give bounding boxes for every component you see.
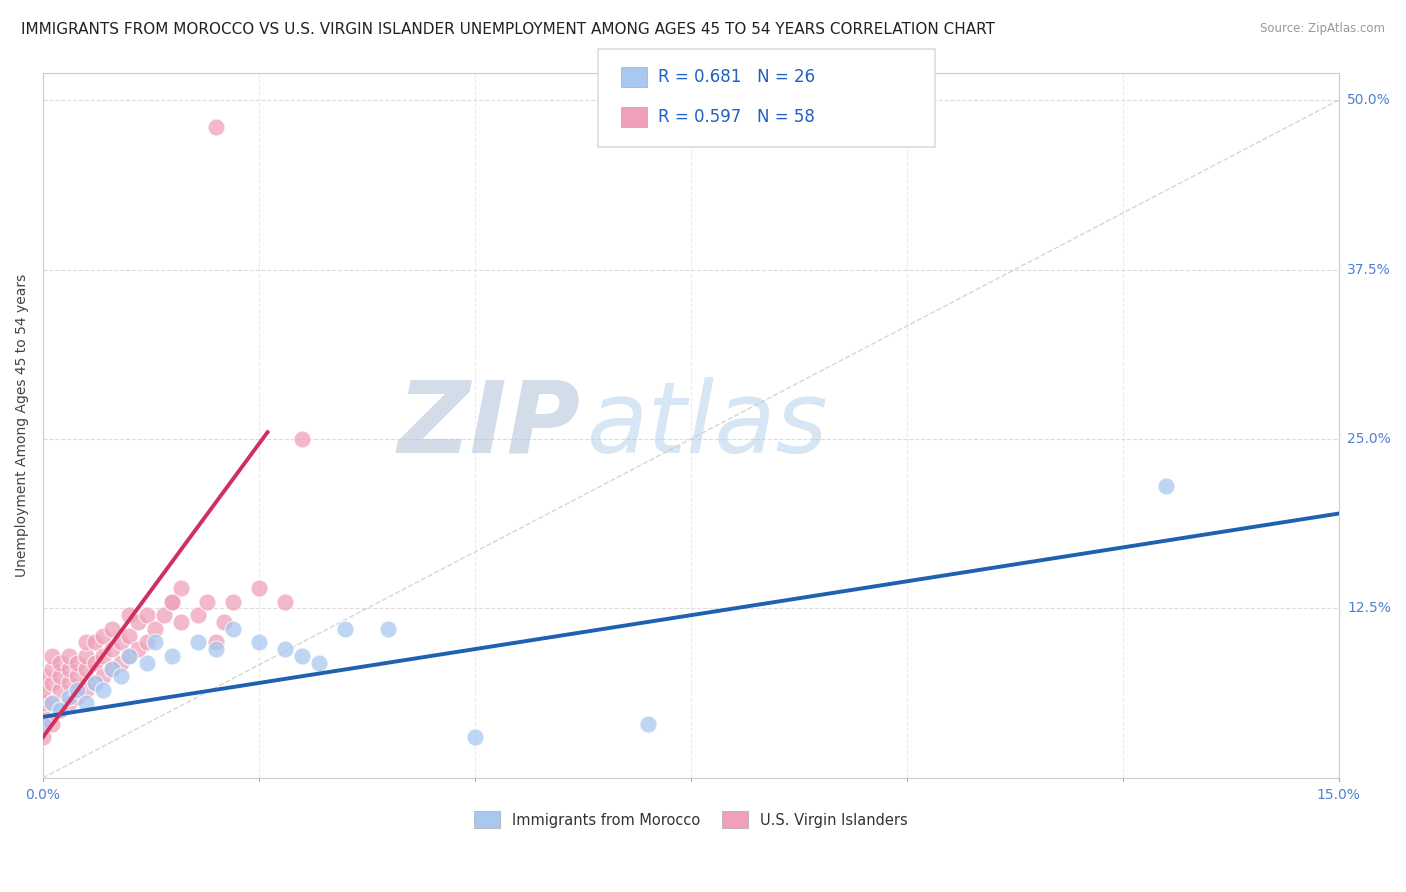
Point bbox=[58, 662, 80, 676]
Point bbox=[153, 608, 176, 623]
Point bbox=[118, 648, 141, 663]
Point bbox=[204, 642, 226, 657]
Point bbox=[637, 716, 659, 731]
Point bbox=[41, 716, 63, 731]
Point bbox=[247, 635, 270, 649]
Text: atlas: atlas bbox=[588, 377, 828, 474]
Point bbox=[32, 710, 55, 724]
Point bbox=[58, 690, 80, 704]
Point bbox=[308, 656, 330, 670]
Point bbox=[66, 682, 89, 697]
Point bbox=[49, 703, 72, 717]
Point bbox=[41, 676, 63, 690]
Point bbox=[41, 662, 63, 676]
Point bbox=[1154, 479, 1177, 493]
Point bbox=[335, 622, 357, 636]
Point bbox=[75, 696, 97, 710]
Point bbox=[170, 615, 193, 629]
Point bbox=[66, 669, 89, 683]
Point bbox=[127, 642, 149, 657]
Point bbox=[110, 669, 132, 683]
Point bbox=[101, 662, 124, 676]
Point bbox=[93, 669, 115, 683]
Text: IMMIGRANTS FROM MOROCCO VS U.S. VIRGIN ISLANDER UNEMPLOYMENT AMONG AGES 45 TO 54: IMMIGRANTS FROM MOROCCO VS U.S. VIRGIN I… bbox=[21, 22, 995, 37]
Point bbox=[135, 635, 157, 649]
Point bbox=[49, 703, 72, 717]
Point bbox=[83, 676, 105, 690]
Point bbox=[93, 682, 115, 697]
Point bbox=[32, 696, 55, 710]
Point bbox=[464, 730, 486, 744]
Text: 15.0%: 15.0% bbox=[1317, 789, 1361, 803]
Y-axis label: Unemployment Among Ages 45 to 54 years: Unemployment Among Ages 45 to 54 years bbox=[15, 274, 30, 577]
Point bbox=[101, 662, 124, 676]
Point bbox=[58, 648, 80, 663]
Point bbox=[135, 656, 157, 670]
Point bbox=[118, 648, 141, 663]
Text: ZIP: ZIP bbox=[398, 377, 581, 474]
Text: 50.0%: 50.0% bbox=[1347, 93, 1391, 107]
Point bbox=[32, 682, 55, 697]
Point bbox=[32, 730, 55, 744]
Point bbox=[32, 716, 55, 731]
Point bbox=[93, 648, 115, 663]
Point bbox=[41, 696, 63, 710]
Point bbox=[162, 594, 184, 608]
Point bbox=[187, 635, 209, 649]
Point bbox=[66, 690, 89, 704]
Point bbox=[377, 622, 399, 636]
Point bbox=[162, 648, 184, 663]
Point bbox=[118, 628, 141, 642]
Point bbox=[75, 662, 97, 676]
Point bbox=[274, 642, 297, 657]
Point bbox=[49, 682, 72, 697]
Point bbox=[58, 676, 80, 690]
Point bbox=[274, 594, 297, 608]
Text: Source: ZipAtlas.com: Source: ZipAtlas.com bbox=[1260, 22, 1385, 36]
Point bbox=[162, 594, 184, 608]
Point bbox=[83, 656, 105, 670]
Point bbox=[247, 581, 270, 595]
Point bbox=[195, 594, 218, 608]
Point bbox=[214, 615, 236, 629]
Text: 12.5%: 12.5% bbox=[1347, 601, 1391, 615]
Point bbox=[110, 656, 132, 670]
Point bbox=[135, 608, 157, 623]
Text: 25.0%: 25.0% bbox=[1347, 432, 1391, 446]
Point bbox=[118, 608, 141, 623]
Point bbox=[127, 615, 149, 629]
Point bbox=[75, 635, 97, 649]
Point bbox=[58, 696, 80, 710]
Text: 37.5%: 37.5% bbox=[1347, 262, 1391, 277]
Point bbox=[222, 594, 245, 608]
Point bbox=[41, 648, 63, 663]
Text: 0.0%: 0.0% bbox=[25, 789, 60, 803]
Point bbox=[75, 682, 97, 697]
Point bbox=[66, 656, 89, 670]
Point bbox=[204, 635, 226, 649]
Point bbox=[93, 628, 115, 642]
Point bbox=[101, 622, 124, 636]
Point bbox=[83, 635, 105, 649]
Point bbox=[170, 581, 193, 595]
Text: R = 0.597   N = 58: R = 0.597 N = 58 bbox=[658, 108, 815, 126]
Point bbox=[143, 635, 166, 649]
Point bbox=[110, 635, 132, 649]
Point bbox=[49, 656, 72, 670]
Point bbox=[41, 696, 63, 710]
Point bbox=[83, 676, 105, 690]
Text: R = 0.681   N = 26: R = 0.681 N = 26 bbox=[658, 68, 815, 86]
Point bbox=[75, 648, 97, 663]
Point bbox=[204, 120, 226, 135]
Legend: Immigrants from Morocco, U.S. Virgin Islanders: Immigrants from Morocco, U.S. Virgin Isl… bbox=[468, 805, 914, 834]
Point bbox=[49, 669, 72, 683]
Point bbox=[143, 622, 166, 636]
Point bbox=[222, 622, 245, 636]
Point bbox=[187, 608, 209, 623]
Point bbox=[101, 642, 124, 657]
Point bbox=[291, 432, 314, 446]
Point bbox=[32, 669, 55, 683]
Point bbox=[291, 648, 314, 663]
